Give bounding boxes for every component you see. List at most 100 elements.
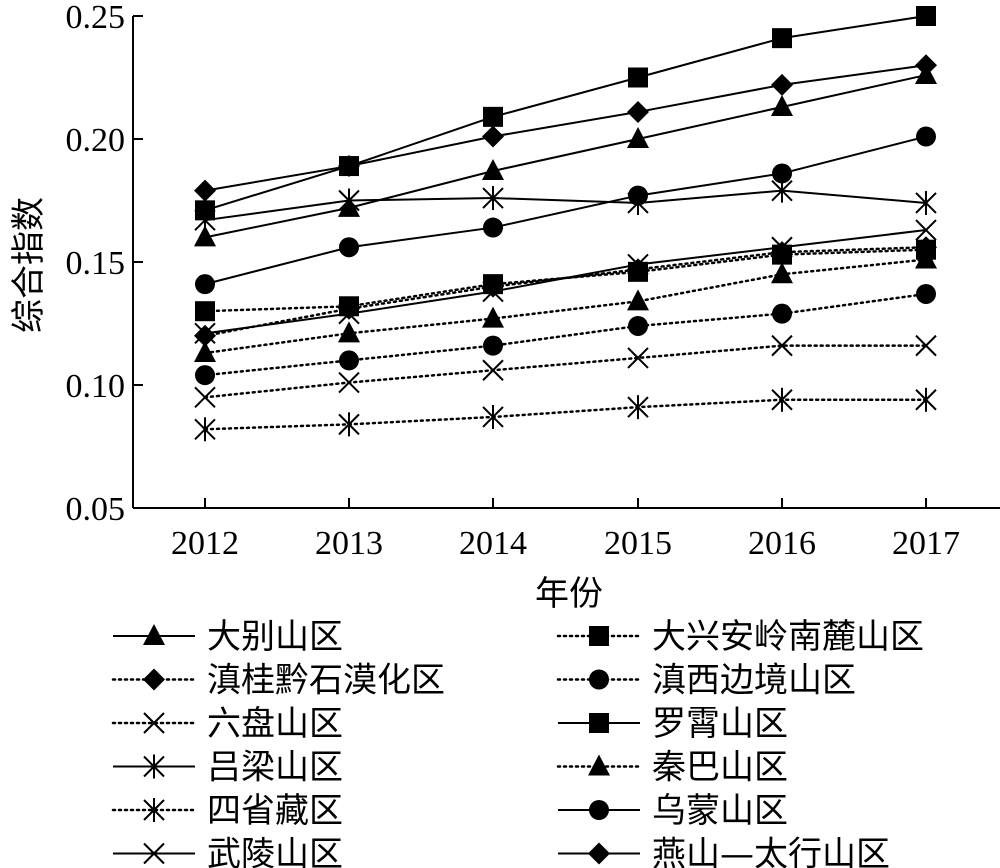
legend-item: 燕山—太行山区 [558,835,890,868]
axes: 0.05 0.10 0.15 0.20 0.25 2012 2013 2014 2015 2016… [66,0,1000,562]
x-tick-label: 2016 [748,525,816,562]
legend-label: 乌蒙山区 [652,791,788,831]
legend-item: 大兴安岭南麓山区 [556,617,924,657]
series-1 [194,63,937,247]
data-point [194,417,216,442]
series-line [204,135,927,286]
data-point [627,347,649,369]
legend-label: 滇桂黔石漠化区 [207,661,445,701]
data-point [338,371,360,394]
data-point [194,324,216,347]
y-tick-label: 0.05 [66,491,126,528]
data-point [916,126,936,147]
data-point [628,185,648,206]
legend-label: 武陵山区 [207,835,343,868]
legend-item: 吕梁山区 [113,748,343,788]
data-point [627,127,649,148]
data-point [482,404,504,429]
legend-marker [143,754,165,779]
data-point [628,67,648,88]
series-line [204,64,927,192]
series-line [204,229,927,335]
data-point [627,395,649,420]
data-point [771,73,793,96]
legend-label: 大别山区 [207,617,343,657]
legend-marker [589,669,609,690]
y-tick-label: 0.25 [66,0,126,36]
data-point [482,359,504,381]
series-line [203,344,928,399]
data-point [627,289,649,311]
legend-label: 滇西边境山区 [652,661,856,701]
data-point [482,158,504,180]
series-10 [195,126,936,295]
series-line [203,245,928,338]
series-5 [194,334,937,409]
data-point [915,190,937,215]
legend-marker [588,754,610,776]
legend-marker [143,624,165,645]
legend-item: 滇西边境山区 [556,661,856,701]
data-point [194,341,216,363]
legend-item: 滇桂黔石漠化区 [111,661,445,701]
data-point [771,262,793,284]
series-7 [194,178,937,233]
legend-marker [589,713,609,733]
data-point [338,412,360,437]
series-6 [195,6,936,221]
legend-marker [588,842,610,865]
legend-item: 大别山区 [113,617,343,657]
series-layer [194,6,937,442]
data-point [195,365,215,386]
data-point [482,306,504,328]
legend-label: 四省藏区 [207,791,343,831]
x-tick-label: 2017 [892,525,960,562]
y-tick-label: 0.10 [66,368,126,405]
legend-marker [143,668,165,691]
data-point [627,100,649,123]
data-point [915,236,937,259]
legend-item: 四省藏区 [111,791,343,831]
data-point [195,301,215,322]
legend-marker [143,798,165,822]
data-point [338,155,360,178]
data-point [338,188,360,213]
legend-marker [143,842,165,865]
data-point [483,335,503,356]
x-tick-label: 2013 [315,525,383,562]
data-point [771,387,793,412]
data-point [194,179,216,202]
data-point [483,106,503,127]
data-point [195,274,215,295]
series-11 [194,219,937,345]
series-line [203,398,928,431]
data-point [482,280,504,303]
series-line [204,189,927,222]
data-point [916,283,936,304]
x-tick-label: 2012 [171,525,239,562]
data-point [483,217,503,238]
y-axis-title: 综合指数 [9,197,49,333]
legend-marker [589,626,609,646]
legend-label: 吕梁山区 [207,748,343,788]
data-point [194,322,216,345]
data-point [338,321,360,343]
series-line [204,74,927,239]
data-point [194,386,216,409]
data-point [627,253,649,276]
data-point [772,28,792,49]
data-point [915,247,937,269]
data-point [482,125,504,148]
x-axis-title: 年份 [535,574,603,614]
legend-item: 秦巴山区 [556,748,788,788]
data-point [915,387,937,412]
data-point [194,208,216,233]
series-line [204,15,927,212]
y-tick-label: 0.20 [66,122,126,159]
data-point [771,236,793,258]
series-line [203,292,928,377]
legend-item: 六盘山区 [111,704,343,744]
series-line [203,248,928,313]
